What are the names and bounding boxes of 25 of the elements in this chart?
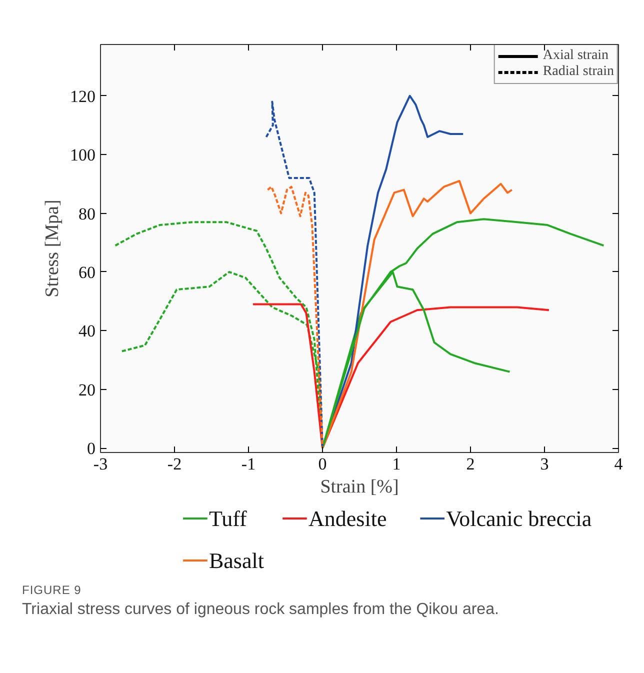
y-tick-label: 0 [87,439,96,458]
text: Triaxial stress curves of igneous rock samples from the Qikou area. [22,600,499,620]
x-tick-label: -1 [241,454,256,474]
legend-label: Volcanic breccia [446,506,592,531]
y-tick-label: 120 [70,86,96,106]
x-tick-label: 0 [318,454,327,474]
y-tick-label: 60 [78,262,96,282]
y-tick-label: 40 [78,322,96,341]
y-tick-label: 80 [78,204,96,224]
x-tick-label: 4 [614,454,624,474]
x-tick-label: 3 [540,454,549,474]
legend-label: Basalt [208,548,264,573]
x-tick-label: 2 [466,454,475,474]
annotation: Radial strain [542,64,614,80]
x-tick-label: -3 [93,454,108,474]
y-axis-title: Stress [Mpa] [42,200,63,298]
x-axis-title: Strain [%] [320,476,399,498]
legend-label: Tuff [208,506,248,531]
annotation: Axial strain [542,48,609,64]
x-tick-label: -2 [167,454,182,474]
y-tick-label: 100 [70,146,96,165]
legend-label: Andesite [308,506,387,531]
y-tick-label: 20 [78,380,96,400]
x-tick-label: 1 [392,454,401,474]
caption: FIGURE 9 [22,582,82,599]
